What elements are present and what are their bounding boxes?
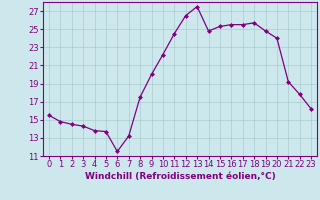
X-axis label: Windchill (Refroidissement éolien,°C): Windchill (Refroidissement éolien,°C) <box>84 172 276 181</box>
